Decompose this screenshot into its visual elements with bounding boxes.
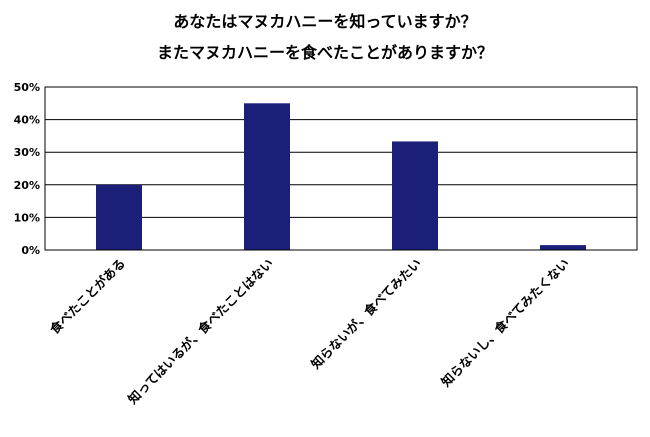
y-tick-label: 50%	[14, 81, 40, 94]
plot-area-frame	[44, 86, 638, 251]
y-axis-tick-labels: 0% 10% 20% 30% 40% 50%	[14, 81, 40, 257]
chart-title-line-1: あなたはマヌカハニーを知っていますか？	[173, 12, 476, 31]
bars	[96, 103, 586, 250]
gridlines	[45, 119, 637, 218]
bar	[244, 103, 290, 250]
y-tick-label: 40%	[14, 114, 40, 127]
y-tick-label: 10%	[14, 211, 40, 224]
x-category-label: 食べたことがある	[46, 256, 128, 338]
bar	[392, 141, 438, 250]
y-tick-label: 30%	[14, 146, 40, 159]
y-tick-label: 0%	[21, 244, 40, 257]
x-category-label: 知らないし、食べてみたくない	[437, 256, 572, 391]
bar	[96, 184, 142, 250]
x-category-label: 知ってはいるが、食べたことはない	[124, 256, 276, 408]
bar	[540, 245, 586, 250]
y-tick-label: 20%	[14, 179, 40, 192]
chart-title: あなたはマヌカハニーを知っていますか？ またマヌカハニーを食べたことがありますか…	[157, 12, 493, 62]
chart-title-line-2: またマヌカハニーを食べたことがありますか？	[157, 43, 493, 62]
x-category-label: 知らないが、食べてみたい	[307, 256, 424, 373]
